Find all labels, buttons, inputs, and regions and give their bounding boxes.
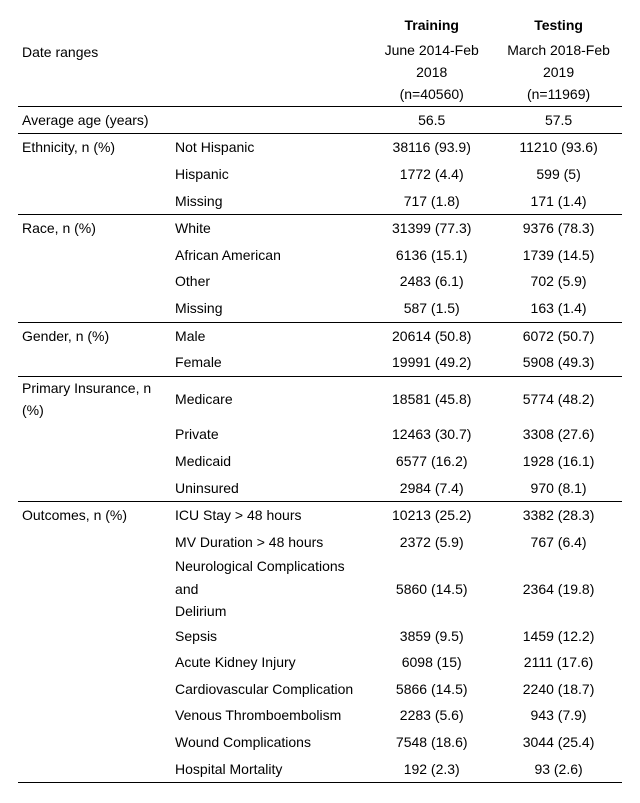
group-ethnicity: Ethnicity, n (%): [18, 134, 175, 161]
group-race: Race, n (%): [18, 215, 175, 242]
row-dates: Date ranges: [18, 39, 175, 107]
row-age: Average age (years): [18, 106, 368, 134]
col-testing: Testing: [495, 12, 622, 39]
group-insurance: Primary Insurance, n(%): [18, 376, 175, 421]
cohort-table: Training Testing Date ranges June 2014-F…: [18, 12, 622, 783]
group-gender: Gender, n (%): [18, 322, 175, 349]
col-training: Training: [368, 12, 495, 39]
group-outcomes: Outcomes, n (%): [18, 502, 175, 529]
